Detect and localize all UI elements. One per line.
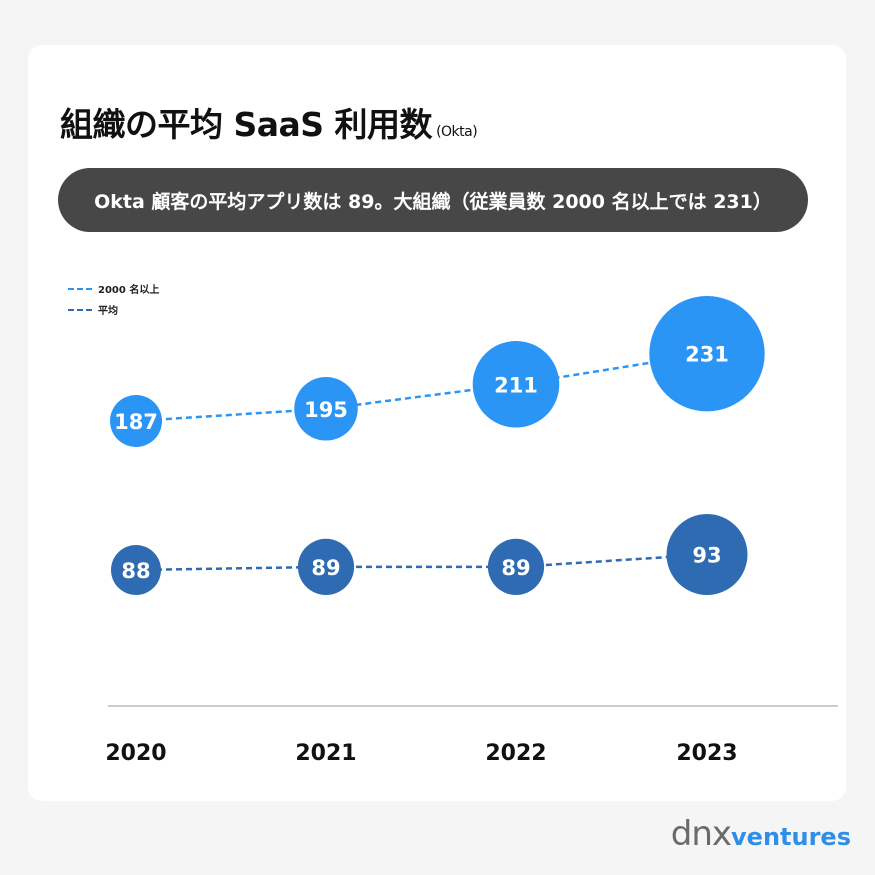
legend-label-average: 平均 xyxy=(98,306,118,317)
legend-item-average: 平均 xyxy=(68,299,159,320)
source-label: (Okta) xyxy=(436,124,478,140)
legend-label-large: 2000 名以上 xyxy=(98,285,160,296)
brand-logo: dnxventures xyxy=(671,814,851,854)
series-line-1 xyxy=(135,553,708,572)
page-title: 組織の平均 SaaS 利用数 (Okta) xyxy=(60,98,478,146)
data-bubble xyxy=(487,538,545,596)
summary-text: Okta 顧客の平均アプリ数は 89。大組織（従業員数 2000 名以上では 2… xyxy=(94,190,772,213)
chart-legend: 2000 名以上 平均 xyxy=(68,278,159,320)
x-tick-label: 2021 xyxy=(295,741,356,766)
x-tick-label: 2023 xyxy=(676,741,737,766)
brand-dnx: dnx xyxy=(670,814,732,854)
data-label: 89 xyxy=(501,556,530,580)
data-bubble xyxy=(111,545,161,595)
data-bubble xyxy=(472,341,560,428)
data-bubble xyxy=(110,395,162,447)
legend-swatch-average xyxy=(68,308,92,311)
legend-item-large: 2000 名以上 xyxy=(68,278,159,299)
series-line-0 xyxy=(135,352,708,423)
data-label: 88 xyxy=(121,559,150,583)
data-label: 187 xyxy=(114,410,158,434)
data-label: 231 xyxy=(685,343,729,367)
data-bubble xyxy=(666,514,748,595)
data-bubble xyxy=(294,377,358,441)
brand-ventures: ventures xyxy=(731,823,851,851)
data-label: 195 xyxy=(304,398,348,422)
data-label: 93 xyxy=(692,544,721,568)
data-label: 89 xyxy=(311,556,340,580)
legend-swatch-large xyxy=(68,287,92,290)
title-text: 組織の平均 SaaS 利用数 xyxy=(60,105,433,144)
summary-banner: Okta 顧客の平均アプリ数は 89。大組織（従業員数 2000 名以上では 2… xyxy=(58,168,808,232)
x-tick-label: 2020 xyxy=(105,741,166,766)
data-bubble xyxy=(649,296,765,412)
data-bubble xyxy=(297,538,355,596)
data-label: 211 xyxy=(494,373,538,397)
x-tick-label: 2022 xyxy=(485,741,546,766)
